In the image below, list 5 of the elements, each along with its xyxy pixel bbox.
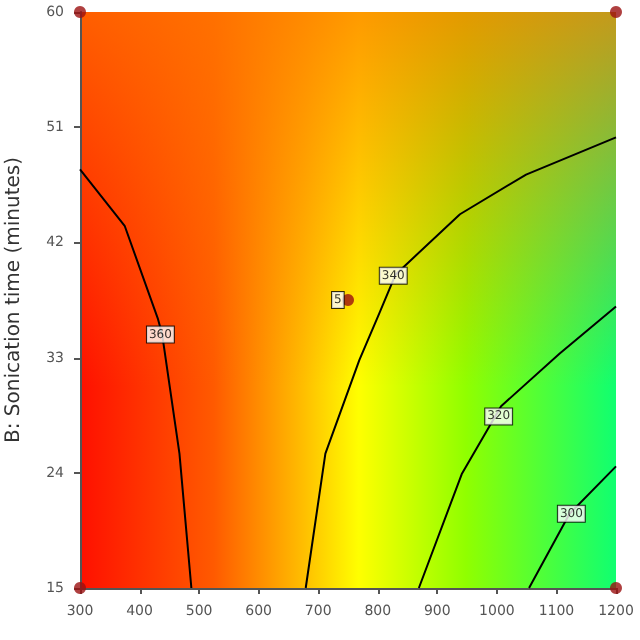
- line-series: [417, 305, 617, 589]
- point: [610, 6, 622, 18]
- line-series: [79, 168, 193, 589]
- y-axis-title: B: Sonication time (minutes): [3, 156, 26, 444]
- line-series: [304, 136, 617, 589]
